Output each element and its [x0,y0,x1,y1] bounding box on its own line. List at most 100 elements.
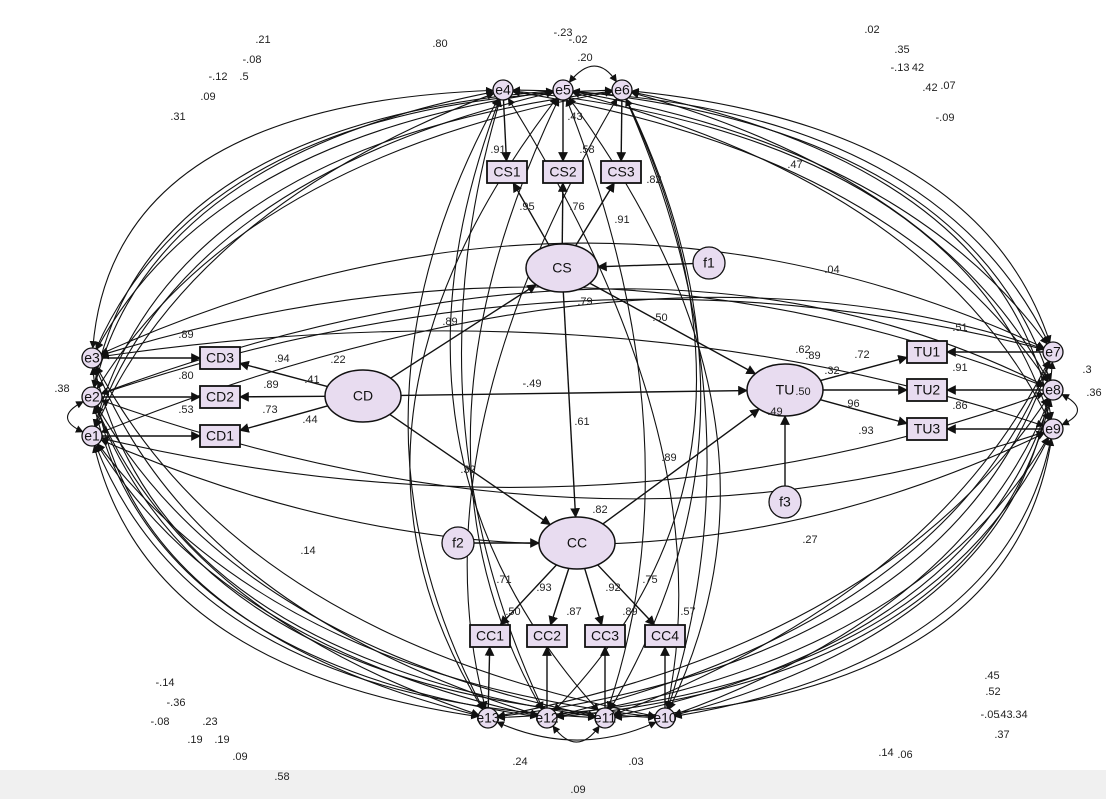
covariance-arc [66,401,84,433]
estimate-label: .23 [202,716,217,728]
estimate-label: .57 [680,606,695,618]
estimate-label: .43 [997,709,1012,721]
estimate-label: .07 [940,80,955,92]
error-node [768,485,802,519]
estimate-label: .24 [512,756,527,768]
error-node [654,707,676,729]
path-coefficient: .73 [262,404,277,416]
estimate-label: -.02 [569,34,588,46]
estimate-label: .49 [767,406,782,418]
path-arrow [239,405,329,433]
observed-node [906,417,948,441]
observed-node [644,624,686,648]
path-coefficient: .32 [460,464,475,476]
estimate-label: .31 [170,111,185,123]
estimate-label: -.14 [156,677,175,689]
node-label: CS [552,260,571,276]
node-label: TU [776,382,795,398]
covariance-arc [100,296,1045,434]
covariance-arc [466,97,618,710]
path-coefficient: -.49 [523,378,542,390]
path-arrow [512,182,550,246]
estimate-label: .34 [1012,709,1027,721]
estimate-label: .14 [878,747,893,759]
observed-node [486,160,528,184]
covariance-arc [100,288,1045,395]
covariance-arc [92,444,479,720]
covariance-arc [572,87,1052,382]
estimate-label: .43 [567,111,582,123]
error-node [441,526,475,560]
estimate-label: .20 [577,52,592,64]
covariance-arc [409,97,558,711]
estimate-label: .41 [304,374,319,386]
node-label: e5 [555,82,571,98]
node-label: e13 [476,710,500,726]
estimate-label: .36 [1086,387,1101,399]
estimate-label: .52 [985,686,1000,698]
observed-node [542,160,584,184]
node-label: CD1 [206,428,234,444]
observed-node [906,378,948,402]
estimate-label: .38 [54,383,69,395]
node-label: e10 [653,710,677,726]
path-coefficient: .89 [442,316,457,328]
estimate-label: -.13 [891,62,910,74]
covariance-arc [556,436,1049,720]
node-label: f3 [779,494,791,510]
node-label: e3 [84,350,100,366]
estimate-label: .09 [570,784,585,796]
covariance-arc [507,97,680,709]
node-label: CC4 [651,628,679,644]
estimate-label: .82 [646,174,661,186]
node-label: CS2 [549,164,576,180]
estimate-label: -.23 [554,27,573,39]
path-arrow [557,182,568,245]
error-node [81,386,103,408]
node-label: f2 [452,535,464,551]
node-label: e12 [535,710,559,726]
covariance-arc [96,443,538,719]
estimate-label: .79 [577,296,592,308]
estimate-label: .58 [579,144,594,156]
estimate-label: .89 [805,350,820,362]
node-label: e1 [84,428,100,444]
estimate-label: .3 [1082,364,1091,376]
estimate-label: .27 [802,534,817,546]
estimate-label: .62 [795,344,810,356]
path-arrow [820,354,908,382]
path-coefficient: .93 [858,425,873,437]
observed-node [526,624,568,648]
estimate-label: .19 [187,734,202,746]
node-label: CS1 [493,164,520,180]
node-label: CS3 [607,164,634,180]
covariance-arc [497,437,1050,722]
error-node [552,79,574,101]
estimate-label: .5 [239,71,248,83]
node-label: e4 [495,82,511,98]
node-label: TU3 [914,421,941,437]
covariance-arc [449,98,599,712]
path-arrow [501,99,511,162]
covariance-arc [674,438,1054,719]
estimate-label: .82 [592,504,607,516]
covariance-arc [97,443,656,721]
covariance-arc [512,88,1048,383]
path-coefficient: .89 [661,452,676,464]
path-coefficient: .89 [263,379,278,391]
estimate-label: -.09 [936,112,955,124]
covariance-arc [553,98,698,712]
node-label: e9 [1045,421,1061,437]
error-node [477,707,499,729]
covariance-arc [673,398,1051,716]
covariance-arc [630,90,1049,382]
estimate-label: .50 [505,606,520,618]
observed-node [199,385,241,409]
latent-node [538,516,616,570]
covariance-arc [100,286,1045,388]
error-node [692,246,726,280]
error-node [594,707,616,729]
path-arrow [548,568,570,626]
path-coefficient: .96 [844,398,859,410]
footer-band [0,770,1106,799]
